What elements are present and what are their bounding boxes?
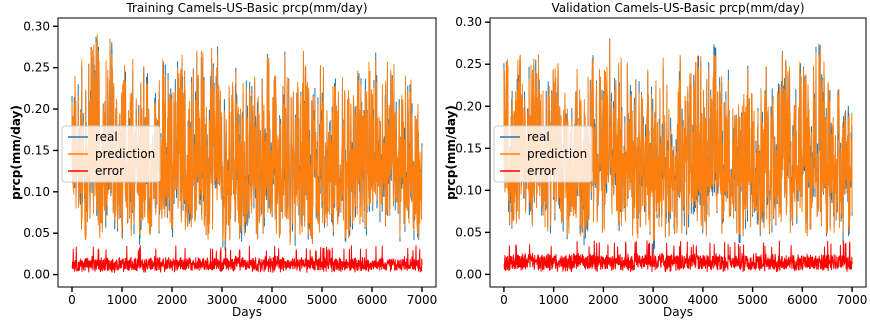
y-tick-label: 0.15 [23,143,50,157]
y-tick-label: 0.00 [455,267,482,281]
x-tick-label: 0 [68,293,76,307]
y-axis-label: prcp(mm/day) [9,105,23,200]
x-tick-label: 1000 [538,293,569,307]
plot-area [71,34,423,273]
chart-title: Validation Camels-US-Basic prcp(mm/day) [551,1,804,15]
x-tick-label: 6000 [357,293,388,307]
x-tick-label: 5000 [737,293,768,307]
series-line-prediction [503,39,853,242]
legend-label-real: real [527,130,550,144]
x-tick-label: 7000 [407,293,438,307]
x-tick-label: 2000 [588,293,619,307]
x-tick-label: 3000 [207,293,238,307]
x-tick-label: 4000 [257,293,288,307]
series-line-error [71,245,423,273]
x-tick-label: 6000 [787,293,818,307]
legend-label-error: error [527,164,556,178]
axes-frame [57,17,437,288]
x-tick-label: 0 [500,293,508,307]
x-axis-label: Days [663,305,693,319]
chart-title: Training Camels-US-Basic prcp(mm/day) [125,1,367,15]
y-tick-label: 0.25 [23,61,50,75]
y-tick-label: 0.05 [23,226,50,240]
x-tick-label: 2000 [157,293,188,307]
legend-label-prediction: prediction [95,147,155,161]
x-tick-label: 7000 [837,293,868,307]
y-tick-label: 0.30 [23,19,50,33]
axes-frame [489,17,867,288]
series-line-prediction [71,34,423,245]
y-tick-label: 0.10 [455,183,482,197]
y-tick-label: 0.15 [455,141,482,155]
legend-label-real: real [95,130,118,144]
legend-label-prediction: prediction [527,147,587,161]
y-tick-label: 0.10 [23,185,50,199]
legend: real prediction error [493,125,593,183]
chart-panel-validation: 0 1000 2000 3000 4000 5000 6000 7000 0.00 0.05 0.1… [444,1,867,319]
x-tick-label: 5000 [307,293,338,307]
legend-label-error: error [95,164,124,178]
legend-box [493,125,593,183]
y-tick-label: 0.20 [23,102,50,116]
x-tick-label: 1000 [107,293,138,307]
x-tick-label: 4000 [688,293,719,307]
y-tick-label: 0.05 [455,225,482,239]
chart-panel-training: 0 1000 2000 3000 4000 5000 6000 7000 0.00 0.05 0.1… [9,1,437,319]
y-tick-label: 0.00 [23,268,50,282]
y-tick-label: 0.20 [455,99,482,113]
x-tick-label: 3000 [638,293,669,307]
legend: real prediction error [61,125,161,183]
y-tick-label: 0.30 [455,15,482,29]
y-tick-label: 0.25 [455,57,482,71]
x-axis-label: Days [232,305,262,319]
series-line-error [503,240,853,273]
y-axis-label: prcp(mm/day) [444,105,458,200]
legend-box [61,125,161,183]
